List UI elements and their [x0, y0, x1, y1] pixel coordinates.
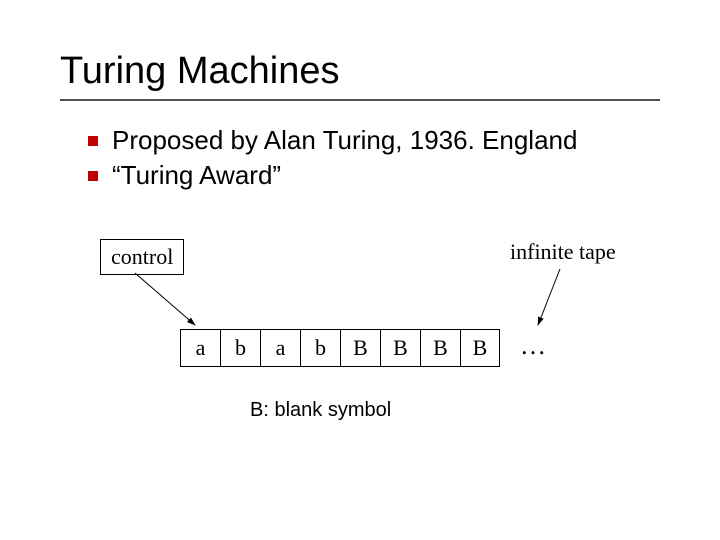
bullet-item: “Turing Award”	[88, 160, 660, 191]
tape-cell: a	[260, 329, 300, 367]
slide: Turing Machines Proposed by Alan Turing,…	[0, 0, 720, 540]
tape-cell: B	[380, 329, 420, 367]
tape-cell: a	[180, 329, 220, 367]
tape: ababBBBB	[180, 329, 500, 367]
bullet-marker-icon	[88, 171, 98, 181]
tape-cell: B	[460, 329, 500, 367]
bullet-text: Proposed by Alan Turing, 1936. England	[112, 125, 577, 156]
ellipsis-text: …	[520, 331, 546, 360]
infinite-arrow	[528, 259, 570, 335]
slide-title: Turing Machines	[60, 50, 660, 93]
bullet-marker-icon	[88, 136, 98, 146]
turing-diagram: control infinite tape ababBBBB …	[60, 239, 660, 479]
tape-cell: B	[420, 329, 460, 367]
blank-symbol-text: B: blank symbol	[250, 399, 391, 421]
title-underline: Turing Machines	[60, 50, 660, 101]
bullet-text: “Turing Award”	[112, 160, 281, 191]
blank-symbol-caption: B: blank symbol	[250, 399, 391, 422]
tape-cell: b	[220, 329, 260, 367]
tape-cell: B	[340, 329, 380, 367]
head-arrow	[125, 263, 205, 335]
tape-cell: b	[300, 329, 340, 367]
tape-ellipsis: …	[520, 331, 546, 361]
bullet-item: Proposed by Alan Turing, 1936. England	[88, 125, 660, 156]
bullet-list: Proposed by Alan Turing, 1936. England “T…	[88, 125, 660, 191]
